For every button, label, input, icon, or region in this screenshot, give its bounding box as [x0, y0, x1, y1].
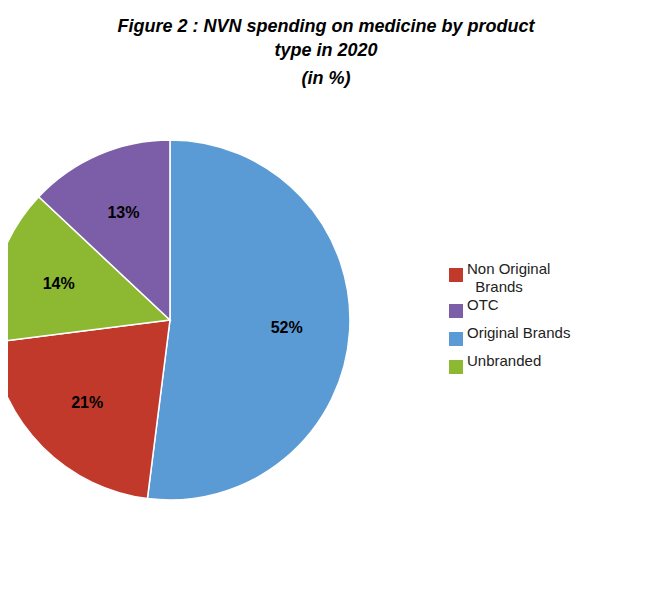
html-text:Figure 2 : NVN spending on med: Figure 2 : NVN spending on medicine by p… [117, 16, 535, 60]
html-text:Non Original Brands: Non Original Brands [467, 260, 551, 295]
svg-text:21%: 21% [71, 394, 103, 411]
svg-text:14%: 14% [43, 275, 75, 292]
html-text:Original Brands: Original Brands [467, 324, 571, 341]
html-text:(in %): (in %) [301, 68, 351, 88]
html-text:Unbranded: Unbranded [467, 352, 542, 369]
svg-text:52%: 52% [271, 319, 303, 336]
svg-text:13%: 13% [107, 204, 139, 221]
html-text:OTC: OTC [467, 296, 499, 313]
